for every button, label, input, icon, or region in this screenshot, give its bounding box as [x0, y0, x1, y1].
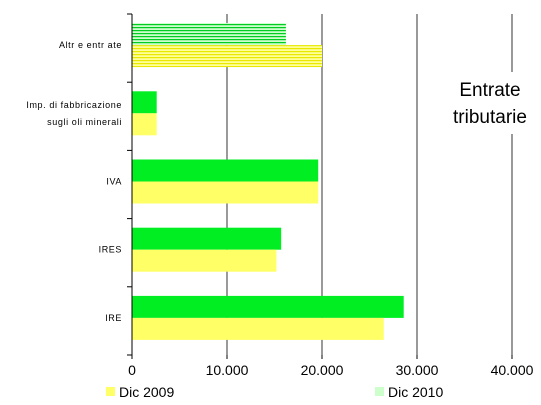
bar-dic-2010: [132, 295, 404, 318]
category-label: Altr e entr ate: [59, 40, 122, 50]
bar-dic-2010: [132, 91, 157, 114]
x-tick-label: 30.000: [396, 362, 439, 378]
bar-dic-2009: [132, 45, 322, 68]
legend: Dic 2009 Dic 2010: [106, 384, 443, 400]
category-label: sugli oli minerali: [47, 117, 122, 127]
legend-label-dic-2010: Dic 2010: [388, 384, 443, 400]
category-label: IRES: [99, 245, 122, 255]
bar-dic-2009: [132, 113, 157, 136]
category-label: IRE: [105, 313, 122, 323]
x-tick-label: 0: [128, 362, 136, 378]
x-tick-label: 40.000: [491, 362, 534, 378]
category-labels: IRE IRES IVA Imp. di fabbricazione sugli oli…: [26, 40, 122, 323]
annotation: Entrate tributarie: [440, 72, 540, 134]
annotation-line: tributarie: [453, 107, 527, 128]
category-label: IVA: [106, 177, 122, 187]
bars: [132, 23, 404, 340]
annotation-line: Entrate: [459, 80, 520, 101]
bar-dic-2010: [132, 159, 319, 182]
tick-labels: 0 10.000 20.000 30.000 40.000: [128, 362, 534, 378]
bar-dic-2009: [132, 317, 384, 340]
bar-dic-2009: [132, 181, 319, 204]
annotation-background: [440, 72, 540, 134]
legend-swatch-dic-2010: [375, 387, 384, 396]
bar-dic-2010: [132, 23, 286, 46]
bar-dic-2010: [132, 227, 282, 250]
bar-dic-2009: [132, 249, 277, 272]
legend-label-dic-2009: Dic 2009: [119, 384, 174, 400]
category-label: Imp. di fabbricazione: [26, 100, 122, 110]
axes: [127, 13, 513, 359]
x-tick-label: 20.000: [301, 362, 344, 378]
x-tick-label: 10.000: [206, 362, 249, 378]
legend-swatch-dic-2009: [106, 387, 115, 396]
